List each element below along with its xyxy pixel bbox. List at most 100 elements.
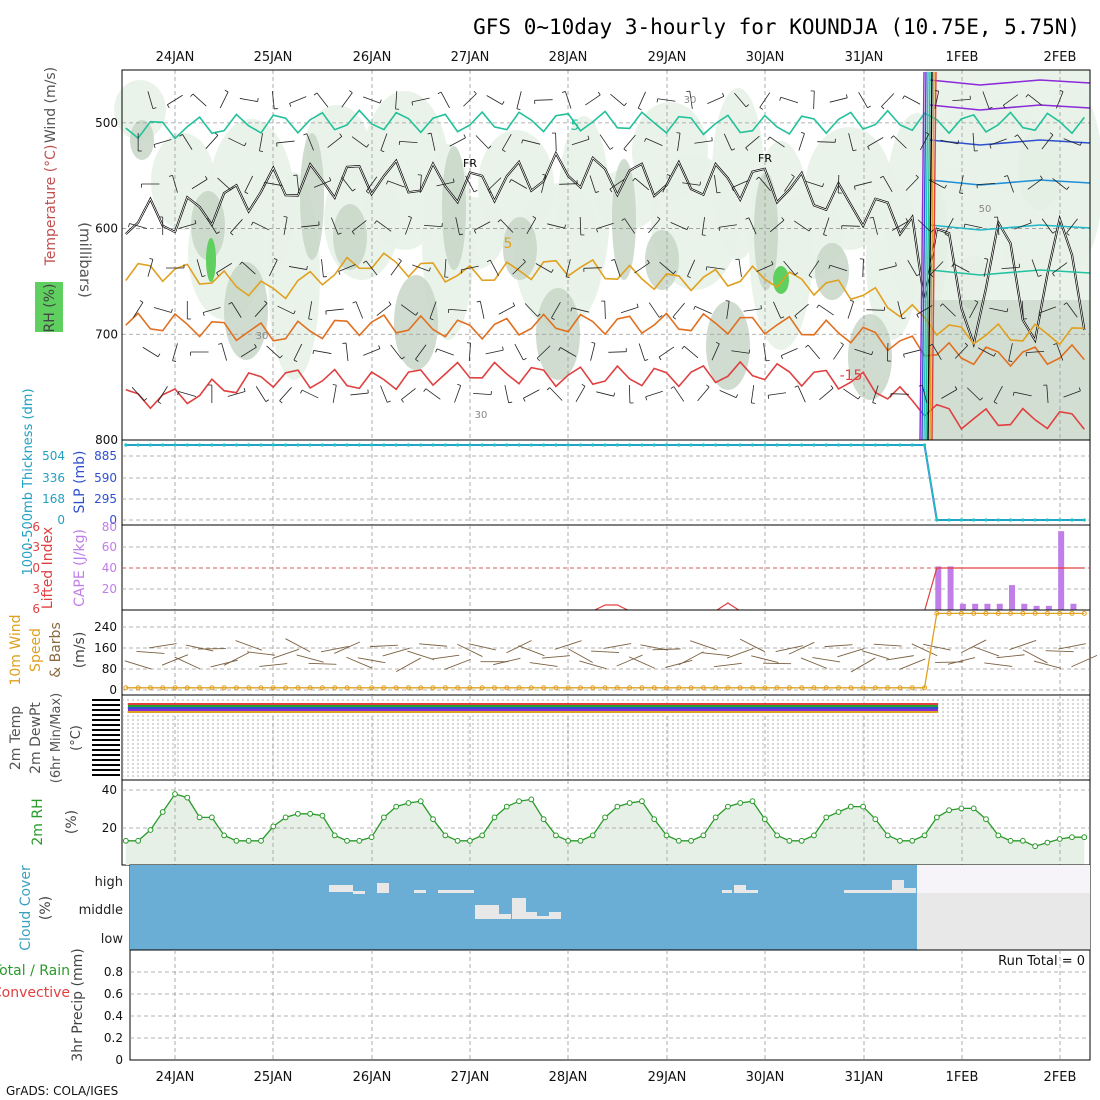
wind-barb bbox=[608, 351, 627, 353]
rh2m-marker bbox=[688, 837, 694, 844]
wind-marker bbox=[1044, 610, 1050, 616]
cape-bar bbox=[935, 566, 942, 610]
rh2m-marker bbox=[258, 837, 264, 844]
wind-barb bbox=[289, 96, 307, 104]
wind-marker bbox=[934, 610, 940, 616]
wind-barb bbox=[474, 221, 491, 231]
wind-marker bbox=[995, 610, 1001, 616]
wind-barb bbox=[536, 345, 551, 359]
cape-ylabel-li: Lifted Index bbox=[40, 527, 56, 609]
wind-barb bbox=[157, 386, 168, 402]
rh2m-marker bbox=[983, 816, 989, 823]
surface-barb bbox=[369, 644, 398, 648]
rh2m-marker bbox=[442, 832, 449, 839]
wind-barb bbox=[697, 386, 710, 402]
wind-barb-flag bbox=[1078, 387, 1081, 392]
wind-barb bbox=[645, 390, 663, 398]
wind-marker bbox=[258, 685, 264, 691]
surface-barb bbox=[431, 654, 460, 660]
y-tick-label: 0 bbox=[115, 1053, 123, 1067]
slp-marker bbox=[148, 443, 153, 447]
slp-marker bbox=[296, 443, 300, 447]
wind-barb bbox=[759, 92, 771, 108]
surface-barb bbox=[235, 640, 263, 651]
wind-barb bbox=[921, 385, 928, 403]
chart-title: GFS 0~10day 3-hourly for KOUNDJA (10.75E… bbox=[473, 15, 1080, 39]
wind-marker bbox=[356, 685, 362, 691]
rh2m-marker bbox=[860, 803, 866, 810]
wind-barb-flag bbox=[254, 343, 257, 348]
wind-barb-flag bbox=[767, 395, 770, 399]
y-tick-label: 700 bbox=[95, 327, 118, 341]
wind-barb bbox=[731, 350, 750, 354]
wind-barb bbox=[399, 140, 418, 144]
wind-barb-flag bbox=[516, 108, 521, 110]
rh2m-marker bbox=[393, 803, 400, 810]
slp-marker bbox=[234, 443, 239, 447]
wind-barb bbox=[638, 343, 646, 361]
wind-barb-flag bbox=[401, 399, 404, 403]
rh2m-marker bbox=[725, 803, 731, 810]
wind-barb bbox=[872, 385, 879, 403]
wind-barb bbox=[769, 219, 785, 233]
wind-barb-flag bbox=[172, 360, 177, 363]
wind-barb-flag bbox=[473, 189, 478, 193]
wind-barb-flag bbox=[546, 387, 550, 391]
slp-marker bbox=[775, 443, 779, 447]
wind-barb-flag bbox=[460, 269, 463, 274]
cape-bar bbox=[972, 603, 979, 610]
wind-barb-flag bbox=[374, 220, 377, 224]
wind-barb bbox=[511, 179, 528, 189]
wind-barb-flag bbox=[351, 231, 355, 235]
wind-barb-flag bbox=[609, 147, 614, 150]
wind-barb bbox=[498, 305, 515, 315]
wind-barb bbox=[930, 261, 944, 275]
wind-barb-flag bbox=[1008, 360, 1013, 362]
upper-air-panel: 5 5 -15 FR FR 30 30 30 50 500 600 700 800 (millibar… bbox=[35, 67, 1100, 447]
wind-barb bbox=[231, 302, 242, 318]
y-tick-label: 295 bbox=[94, 492, 117, 506]
wind-barb bbox=[648, 218, 661, 234]
wind-barb-flag bbox=[1052, 273, 1055, 277]
wind-barb bbox=[541, 175, 547, 193]
y-tick-label: 0 bbox=[32, 561, 40, 575]
wind-marker bbox=[872, 685, 878, 691]
rh-band-high bbox=[773, 266, 789, 294]
wind-barb bbox=[1013, 391, 1032, 397]
wind-barb bbox=[768, 392, 787, 396]
slp-marker bbox=[664, 443, 669, 447]
wind-barb bbox=[797, 385, 806, 403]
contour-label: FR bbox=[463, 157, 477, 170]
wind-barb bbox=[1017, 134, 1029, 150]
rh2m-marker bbox=[467, 837, 473, 844]
wind-barb-flag bbox=[935, 90, 939, 92]
slp-marker bbox=[1033, 518, 1037, 522]
rh2m-marker bbox=[233, 837, 240, 844]
wind-barb-flag bbox=[349, 90, 353, 94]
y-tick-label: 160 bbox=[94, 641, 117, 655]
wind-barb bbox=[178, 391, 197, 397]
wind-marker bbox=[958, 610, 964, 616]
wind-barb bbox=[465, 175, 475, 193]
wind-barb-flag bbox=[581, 384, 586, 387]
wind-barb-flag bbox=[512, 302, 516, 306]
wind-barb bbox=[694, 305, 712, 315]
top-date-labels: 24JAN 25JAN 26JAN 27JAN 28JAN 29JAN 30JAN 31JAN… bbox=[156, 50, 1077, 65]
contour-label: 30 bbox=[475, 410, 488, 421]
rh2m-marker bbox=[270, 823, 277, 830]
rh2m-marker bbox=[602, 814, 608, 821]
rh2m-marker bbox=[921, 832, 928, 839]
cloud-level-middle: middle bbox=[79, 903, 123, 918]
date-label-bottom: 24JAN bbox=[156, 1070, 195, 1085]
y-tick-label: 0 bbox=[109, 683, 117, 697]
wind-barb-flag bbox=[716, 192, 721, 194]
slp-marker bbox=[333, 443, 337, 447]
wind-barb-flag bbox=[670, 386, 674, 389]
date-label-top: 29JAN bbox=[648, 50, 687, 65]
wind-barb-flag bbox=[194, 219, 197, 224]
wind-barb-flag bbox=[867, 146, 870, 150]
surface-barb bbox=[603, 643, 632, 649]
slp-marker bbox=[468, 443, 472, 447]
wind-barb bbox=[758, 176, 771, 192]
slp-ylabel-thick: 1000-500mb Thickness (dm) bbox=[21, 388, 36, 575]
